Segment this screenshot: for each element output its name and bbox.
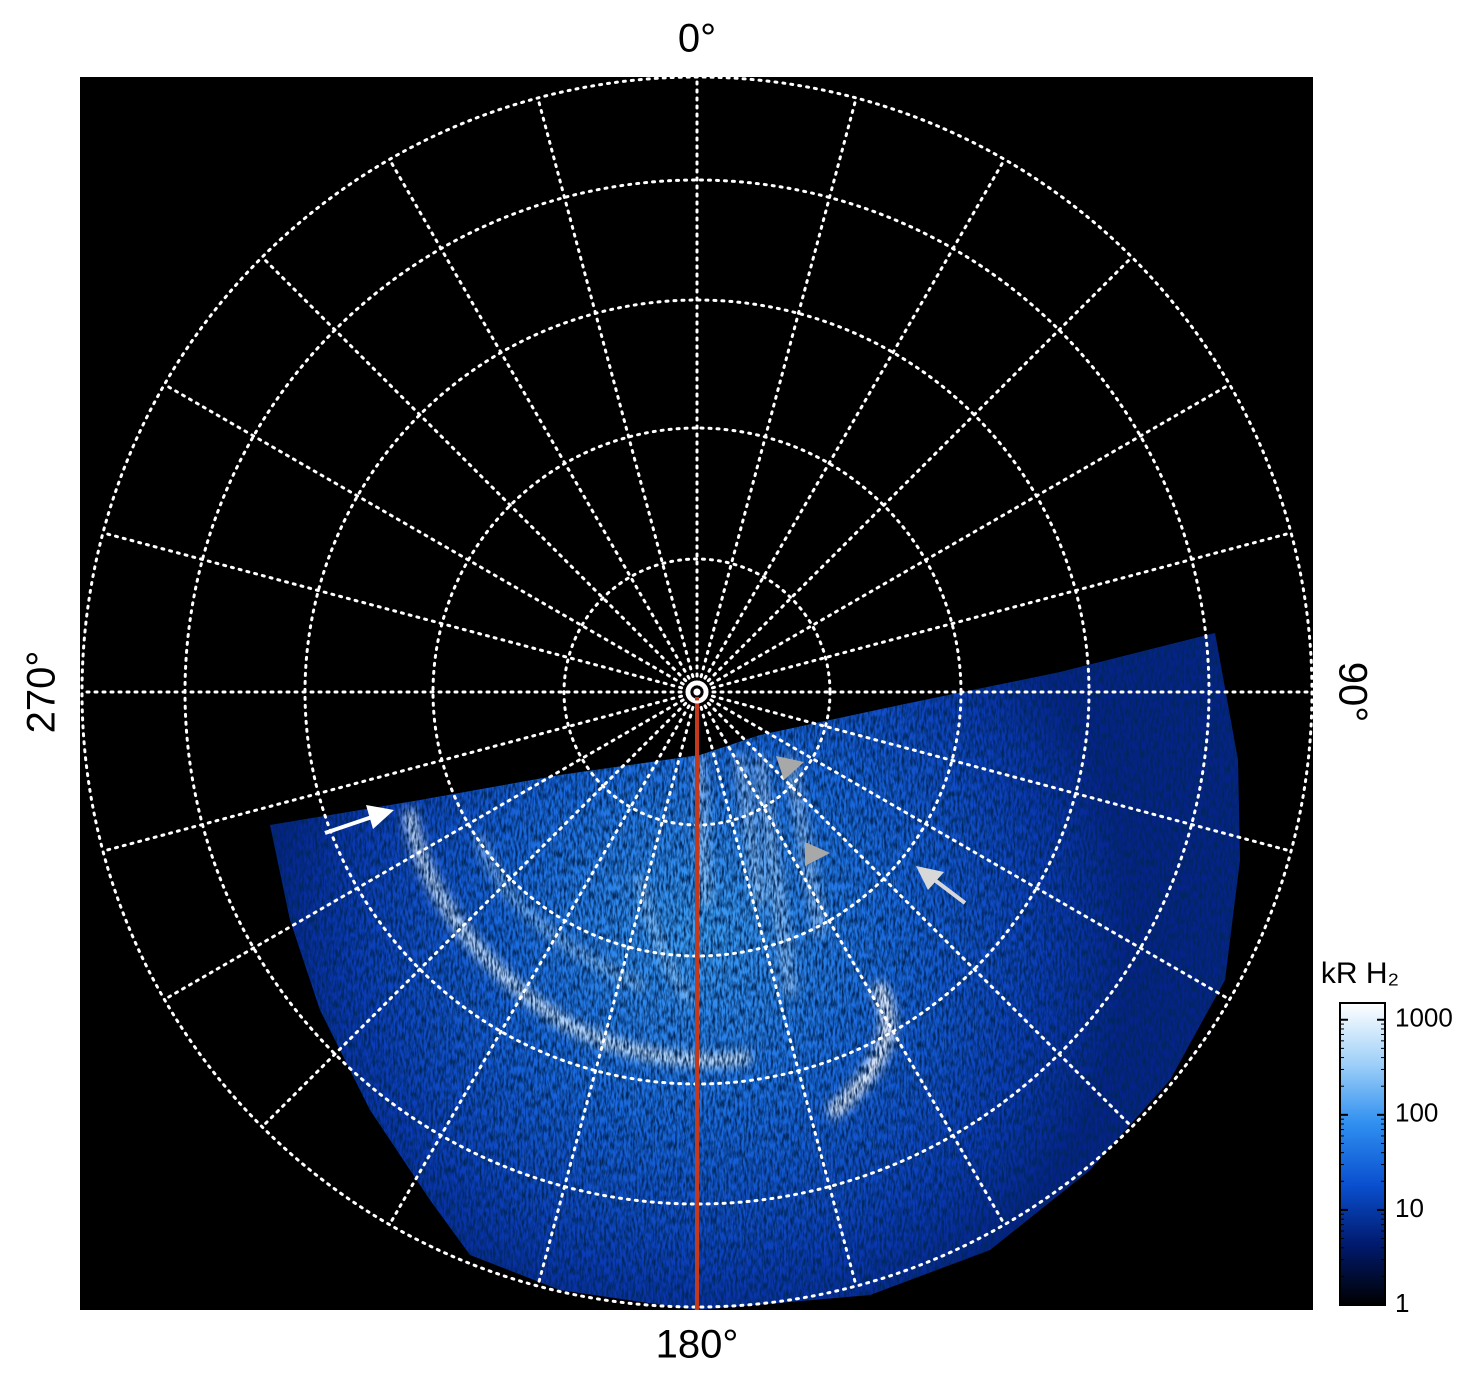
colorbar-tick-label: 100 [1395, 1098, 1438, 1128]
grid-line [162, 690, 699, 1001]
grid-line [101, 690, 699, 853]
grid-line [695, 690, 1232, 1001]
grid-line [536, 96, 699, 694]
grid-line [695, 157, 1006, 694]
theta-tick-label: 0° [678, 17, 716, 61]
arrows [324, 756, 967, 905]
grid-line [695, 690, 1293, 853]
theta-tick-label: 270° [20, 651, 64, 734]
grid-line [695, 383, 1232, 694]
grid-line [162, 383, 699, 694]
colorbar-title: kR H₂ [1321, 957, 1399, 990]
grid-line [695, 531, 1293, 694]
grid-line [388, 690, 699, 1227]
colorbar-tick-label: 1 [1395, 1288, 1409, 1318]
grid-line [536, 690, 699, 1288]
grid-line [695, 690, 1134, 1129]
grid-line [260, 690, 699, 1129]
grid-line [695, 690, 858, 1288]
grid-line [695, 96, 858, 694]
grid-circle [80, 75, 1314, 1309]
pole-marker [685, 680, 709, 704]
grid-line [695, 690, 1006, 1227]
colorbar-tick-label: 10 [1395, 1193, 1424, 1223]
colorbar-tick-label: 1000 [1395, 1003, 1453, 1033]
grid-line [388, 157, 699, 694]
theta-tick-label: 90° [1330, 662, 1374, 723]
theta-tick-label: 180° [656, 1323, 739, 1367]
grid-line [101, 531, 699, 694]
grid-line [260, 255, 699, 694]
colorbar [1339, 1002, 1386, 1306]
grid-line [695, 255, 1134, 694]
